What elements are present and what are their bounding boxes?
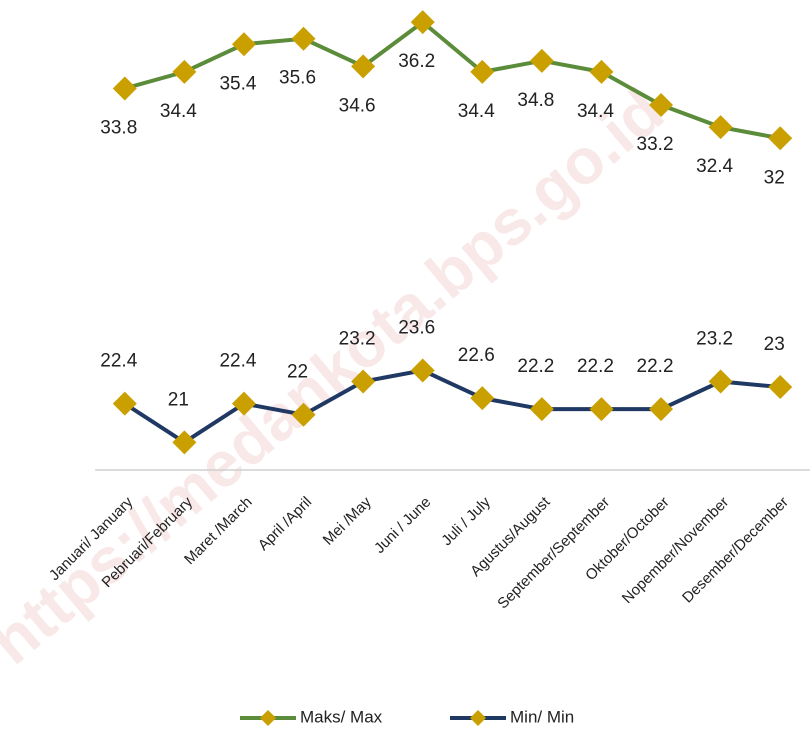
marker <box>231 391 256 416</box>
data-label: 35.6 <box>279 68 316 89</box>
x-tick-label: Nopember/November <box>619 494 732 607</box>
legend-marker <box>260 710 276 726</box>
marker <box>291 26 316 51</box>
marker <box>172 59 197 84</box>
series-line <box>123 368 781 445</box>
data-label: 23.6 <box>398 317 435 338</box>
x-tick-label: Mei /May <box>320 493 375 548</box>
marker <box>708 369 733 394</box>
data-label: 34.8 <box>517 90 554 111</box>
marker <box>649 93 674 118</box>
marker <box>470 386 495 411</box>
marker <box>470 59 495 84</box>
marker <box>649 397 674 422</box>
data-label: 32.4 <box>696 156 733 177</box>
data-label: 34.4 <box>160 101 197 122</box>
data-label: 22.4 <box>219 351 256 372</box>
data-label: 22.6 <box>458 345 495 366</box>
watermark: https://medankota.bps.go.id <box>0 74 677 678</box>
marker <box>291 402 316 427</box>
legend-label: Min/ Min <box>510 707 574 726</box>
data-label: 23.2 <box>696 329 733 350</box>
marker <box>410 358 435 383</box>
marker <box>112 76 137 101</box>
marker <box>231 32 256 57</box>
data-label: 34.4 <box>458 101 495 122</box>
marker <box>589 397 614 422</box>
data-label: 22.4 <box>100 351 137 372</box>
marker <box>768 126 793 151</box>
marker <box>351 54 376 79</box>
x-tick-label: April /April <box>255 494 315 554</box>
data-label: 23 <box>764 334 785 355</box>
x-tick-label: Juli / July <box>438 493 494 549</box>
x-tick-label: Desember/December <box>679 494 792 607</box>
series-line <box>124 20 781 141</box>
marker <box>529 48 554 73</box>
x-tick-label: September/September <box>494 494 613 613</box>
data-label: 34.6 <box>339 95 376 116</box>
marker <box>589 59 614 84</box>
marker <box>112 391 137 416</box>
x-tick-label: Juni / June <box>371 494 434 557</box>
data-label: 34.4 <box>577 101 614 122</box>
marker <box>768 375 793 400</box>
marker <box>172 430 197 455</box>
data-label: 36.2 <box>398 51 435 72</box>
marker <box>410 10 435 35</box>
data-label: 33.2 <box>637 134 674 155</box>
data-label: 22.2 <box>637 356 674 377</box>
data-label: 21 <box>168 389 189 410</box>
data-label: 22.2 <box>517 356 554 377</box>
data-label: 22 <box>287 362 308 383</box>
marker <box>529 397 554 422</box>
data-label: 32 <box>764 167 785 188</box>
data-label: 35.4 <box>219 73 256 94</box>
data-label: 22.2 <box>577 356 614 377</box>
legend-marker <box>470 710 486 726</box>
marker <box>351 369 376 394</box>
legend-label: Maks/ Max <box>300 707 383 726</box>
marker <box>708 115 733 140</box>
data-label: 23.2 <box>339 329 376 350</box>
data-label: 33.8 <box>100 117 137 138</box>
